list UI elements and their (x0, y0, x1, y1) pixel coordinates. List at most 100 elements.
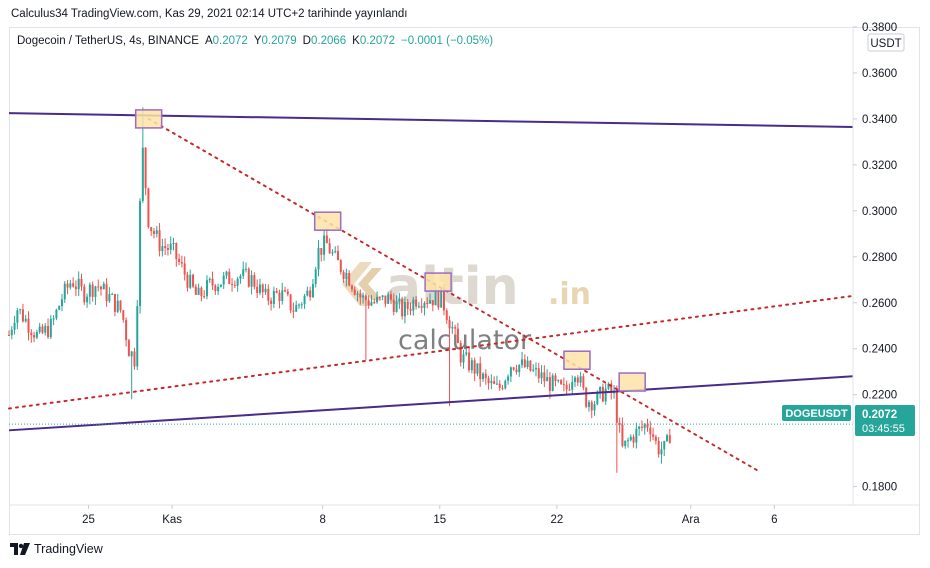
tradingview-logo-icon (10, 543, 30, 555)
candle-body (604, 388, 607, 402)
candle-body (8, 334, 10, 336)
candle-body (284, 290, 287, 292)
candle-body (158, 230, 161, 252)
candle-body (456, 328, 459, 344)
currency-text: USDT (870, 38, 901, 50)
price-tick-label: 0.2800 (862, 252, 897, 264)
candle-body (323, 235, 326, 255)
candle-body (94, 286, 97, 297)
tradingview-brand: TradingView (34, 542, 103, 556)
candle-body (615, 391, 618, 423)
candle-body (448, 320, 451, 329)
ohlc-legend: Dogecoin / TetherUS, 4s, BINANCE A0.2072 Y… (17, 35, 493, 47)
candle-body (175, 242, 178, 259)
candle-body (314, 269, 317, 285)
candle-body (256, 286, 259, 293)
candle-body (217, 286, 220, 292)
trendline-dotted[interactable] (8, 294, 854, 410)
candle-body (242, 269, 245, 276)
candle-body (646, 424, 649, 428)
candle-body (52, 318, 55, 320)
symbol-title[interactable]: Dogecoin / TetherUS, 4s, BINANCE (17, 35, 199, 47)
price-axis[interactable]: 0.1800 0.2200 0.2400 0.2600 0.2800 0.3000 0.32… (853, 22, 897, 494)
candle-body (30, 332, 33, 336)
candle-body (462, 354, 465, 363)
candle-body (258, 284, 261, 293)
candle-body (239, 275, 242, 279)
candle-body (429, 300, 432, 304)
candle-body (331, 252, 334, 254)
currency-label[interactable]: USDT (867, 33, 905, 52)
candle-body (205, 280, 208, 297)
candle-body (668, 435, 671, 444)
candle-body (10, 329, 13, 336)
candles (8, 107, 671, 473)
candle-body (610, 383, 613, 394)
candle-body (306, 290, 309, 296)
candle-body (111, 294, 114, 296)
candle-body (309, 290, 312, 298)
candle-body (417, 306, 420, 308)
candle-body (359, 293, 362, 298)
candle-body (529, 360, 532, 371)
candle-body (211, 278, 214, 286)
price-tick-label: 0.3200 (862, 160, 897, 172)
trendline-solid[interactable] (8, 375, 854, 432)
candle-body (88, 284, 91, 297)
time-axis[interactable]: 25 Kas 8 15 22 Ara 6 (82, 505, 778, 526)
candle-body (183, 263, 186, 275)
touch-marker[interactable] (134, 109, 163, 129)
candle-body (275, 290, 278, 293)
candle-body (180, 262, 183, 264)
candle-body (409, 308, 412, 311)
candle-body (437, 290, 440, 308)
low-label: D (302, 35, 311, 47)
candle-body (189, 274, 192, 288)
candle-body (470, 360, 473, 371)
candle-body (172, 242, 175, 244)
candle-body (643, 424, 646, 428)
price-tick-label: 0.2600 (862, 298, 897, 310)
candle-body (231, 283, 234, 285)
candle-body (571, 381, 574, 390)
candle-body (278, 292, 281, 302)
candle-body (576, 377, 579, 383)
candle-body (80, 278, 83, 287)
touch-marker[interactable] (563, 350, 591, 370)
candle-body (618, 422, 621, 425)
candle-body (292, 310, 295, 312)
candle-body (328, 243, 331, 254)
candle-body (58, 306, 61, 310)
candle-body (139, 200, 142, 307)
watermark-brand-suffix: .in (548, 277, 591, 312)
candle-body (370, 302, 373, 306)
candle-body (108, 294, 111, 302)
trendline-dotted[interactable] (147, 117, 759, 472)
candle-body (401, 299, 404, 317)
candle-body (24, 318, 27, 322)
time-tick-label: 15 (433, 514, 446, 526)
time-tick-label: 8 (319, 514, 325, 526)
price-badge: 0.2072 03:45:55 (855, 405, 915, 436)
candle-body (13, 322, 16, 330)
touch-marker[interactable] (424, 272, 452, 292)
touch-marker[interactable] (618, 372, 646, 392)
candle-body (141, 147, 144, 201)
candle-body (83, 286, 86, 303)
chart-frame (9, 27, 920, 535)
tradingview-footer[interactable]: TradingView (10, 542, 103, 556)
candle-body (518, 364, 521, 373)
candle-body (150, 227, 153, 232)
candle-body (289, 294, 292, 311)
candle-body (376, 297, 379, 303)
watermark-subtitle: calculator (398, 325, 532, 356)
candle-body (487, 378, 490, 384)
candle-body (548, 377, 551, 391)
candle-body (222, 275, 225, 285)
open-label: A (204, 35, 213, 47)
candle-body (599, 386, 602, 393)
candle-body (133, 351, 136, 367)
touch-marker[interactable] (313, 211, 342, 231)
candle-body (272, 290, 275, 304)
